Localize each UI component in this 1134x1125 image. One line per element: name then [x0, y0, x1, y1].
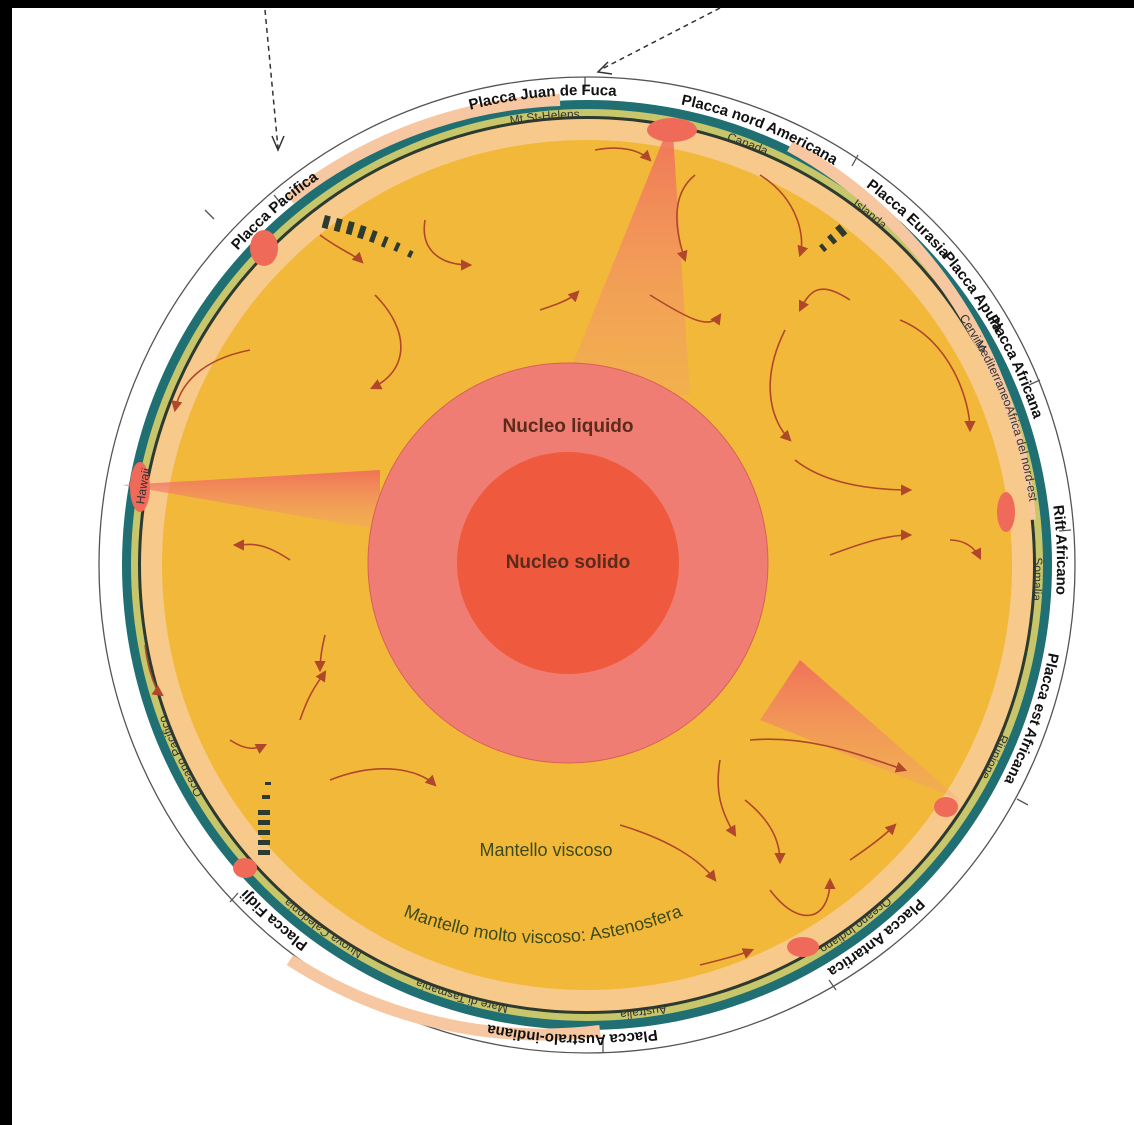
convection-arrows	[144, 147, 982, 966]
top-black-border	[0, 0, 1134, 8]
inner-core	[457, 452, 679, 674]
plate-boundary-ticks	[204, 77, 1072, 1052]
pointer-arrowhead-1	[271, 135, 285, 152]
viscous-mantle-label: Mantello viscoso	[479, 840, 612, 860]
plate-label-rift-africano: Rift Africano	[1049, 504, 1070, 595]
subduction-slabs	[258, 214, 848, 855]
mantle-plumes	[122, 118, 960, 800]
place-label-somalia: Somalia	[1030, 557, 1045, 601]
place-label-hawaii: Hawaii	[133, 467, 153, 505]
inner-core-label: Nucleo solido	[506, 552, 631, 573]
plume-heads	[130, 118, 1015, 957]
outer-core-label: Nucleo liquido	[503, 416, 634, 437]
continent-segments	[286, 94, 1036, 1041]
pointer-arrowhead-2	[596, 61, 613, 75]
pointer-arrows	[264, 7, 721, 149]
place-label-australia: Australia	[619, 1002, 668, 1022]
left-black-border	[0, 0, 12, 1125]
label-ring	[98, 76, 1076, 1054]
